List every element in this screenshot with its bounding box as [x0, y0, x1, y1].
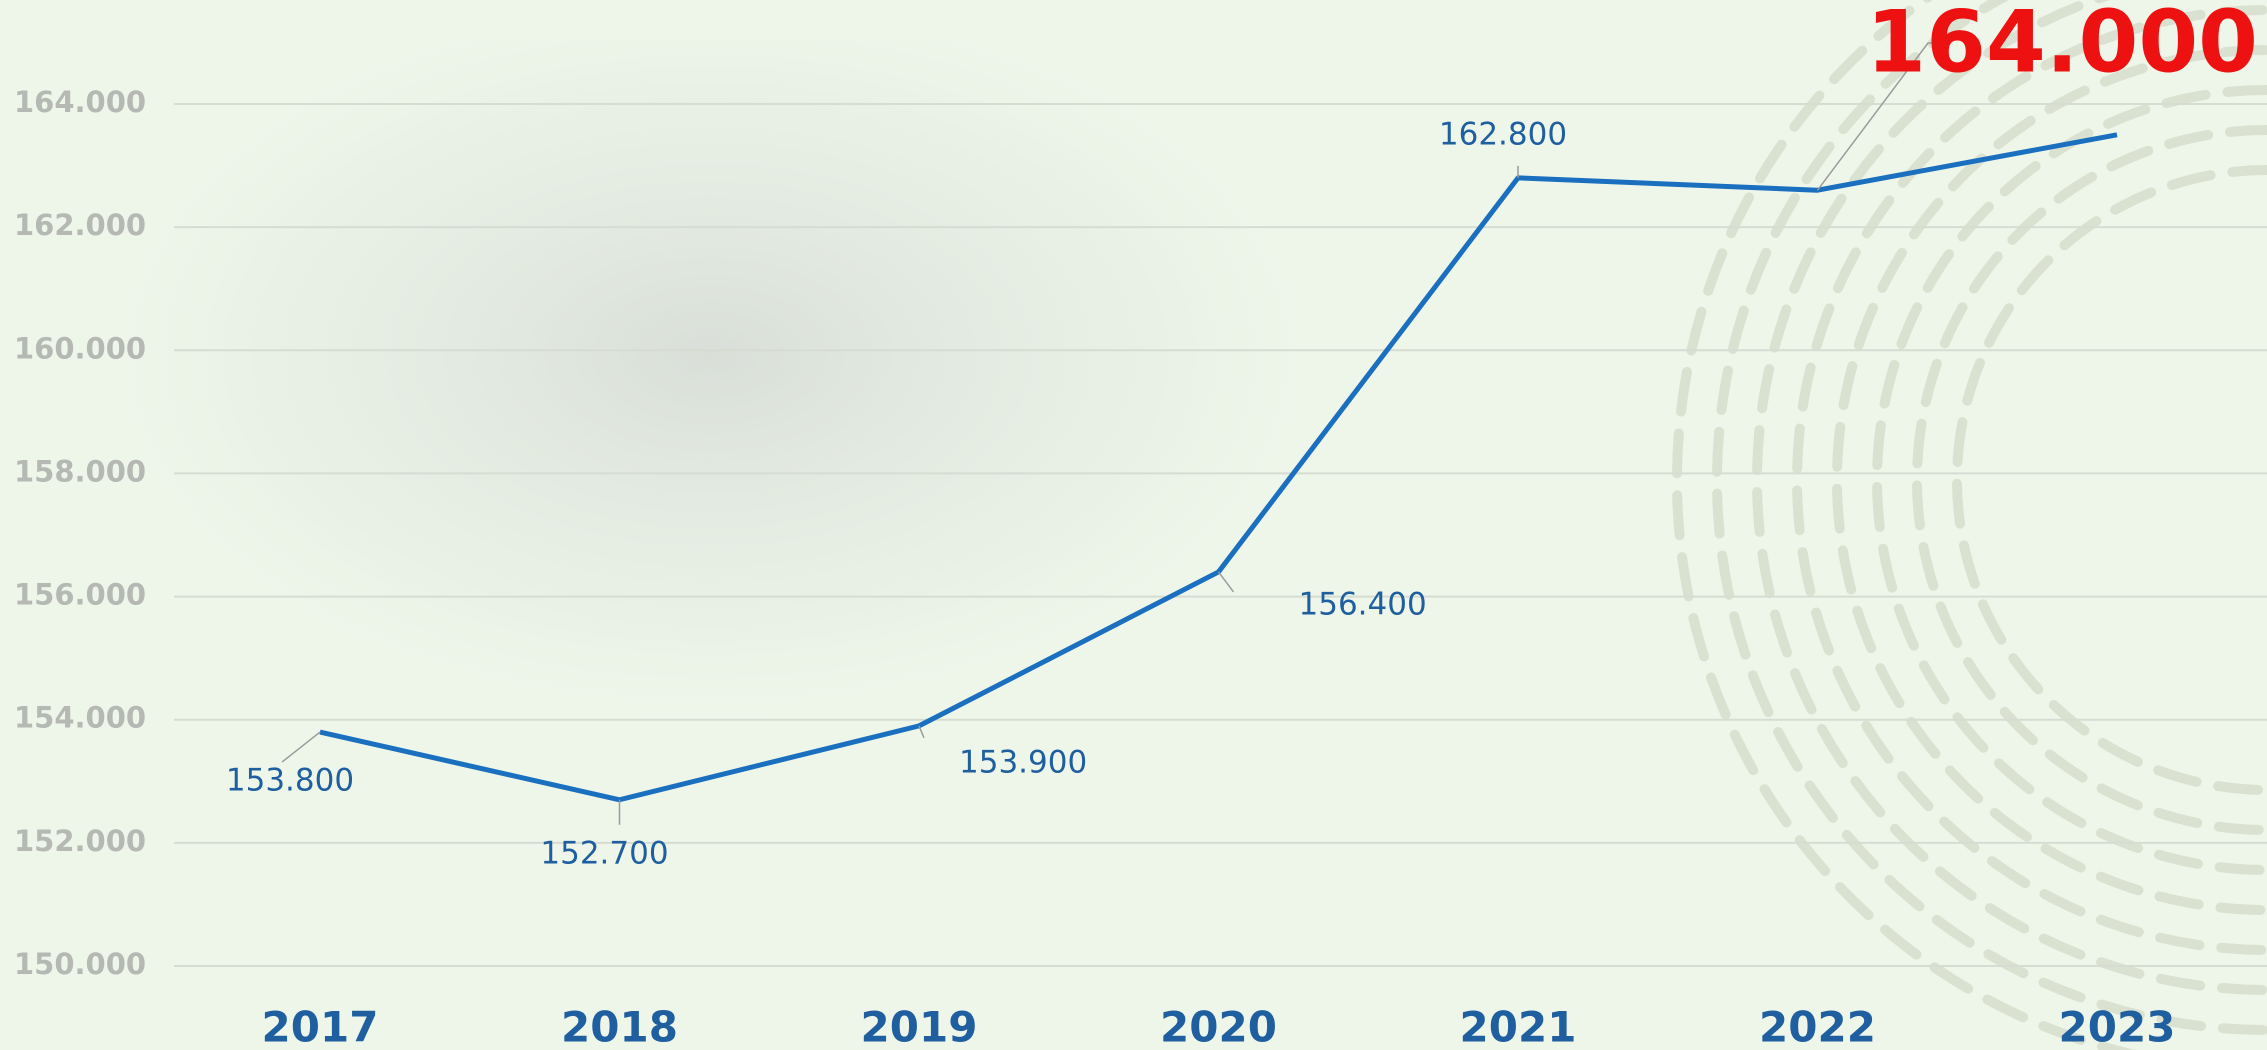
y-tick-label: 152.000 [14, 824, 146, 858]
y-tick-label: 150.000 [14, 947, 146, 981]
y-tick-label: 162.000 [14, 208, 146, 242]
x-tick-label: 2021 [1460, 1003, 1577, 1050]
y-tick-label: 164.000 [14, 85, 146, 119]
background-photo [120, 40, 1300, 740]
data-label: 152.700 [540, 835, 668, 871]
leader-line [281, 731, 321, 763]
y-tick-label: 154.000 [14, 701, 146, 735]
y-tick-label: 158.000 [14, 454, 146, 488]
leader-line [1217, 571, 1235, 593]
x-tick-label: 2020 [1160, 1003, 1277, 1050]
x-tick-label: 2019 [861, 1003, 978, 1050]
x-tick-label: 2023 [2059, 1003, 2176, 1050]
decoration [1672, 0, 2267, 1050]
x-tick-label: 2022 [1759, 1003, 1876, 1050]
y-tick-label: 160.000 [14, 331, 146, 365]
annotation-leader [1816, 42, 1945, 191]
data-label: 153.900 [959, 744, 1087, 780]
leader-line [918, 725, 925, 739]
x-tick-label: 2017 [262, 1003, 379, 1050]
annotation: 164.000 [1866, 0, 2258, 92]
data-label: 162.800 [1439, 116, 1567, 152]
data-label: 153.800 [226, 763, 354, 799]
x-tick-label: 2018 [561, 1003, 678, 1050]
data-label: 156.400 [1299, 586, 1427, 622]
y-tick-label: 156.000 [14, 578, 146, 612]
